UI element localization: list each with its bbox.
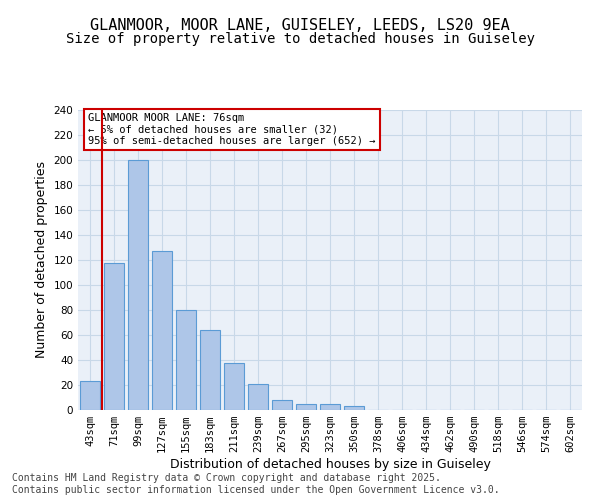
Bar [224, 362, 244, 410]
Bar [80, 381, 100, 410]
Bar [152, 251, 172, 410]
Bar [200, 330, 220, 410]
X-axis label: Distribution of detached houses by size in Guiseley: Distribution of detached houses by size … [170, 458, 490, 471]
Bar [296, 404, 316, 410]
Bar [344, 406, 364, 410]
Bar [248, 384, 268, 410]
Bar [272, 400, 292, 410]
Bar [104, 262, 124, 410]
Text: Size of property relative to detached houses in Guiseley: Size of property relative to detached ho… [65, 32, 535, 46]
Text: Contains HM Land Registry data © Crown copyright and database right 2025.
Contai: Contains HM Land Registry data © Crown c… [12, 474, 500, 495]
Text: GLANMOOR MOOR LANE: 76sqm
← 5% of detached houses are smaller (32)
95% of semi-d: GLANMOOR MOOR LANE: 76sqm ← 5% of detach… [88, 113, 376, 146]
Text: GLANMOOR, MOOR LANE, GUISELEY, LEEDS, LS20 9EA: GLANMOOR, MOOR LANE, GUISELEY, LEEDS, LS… [90, 18, 510, 32]
Bar [320, 404, 340, 410]
Bar [128, 160, 148, 410]
Bar [176, 310, 196, 410]
Y-axis label: Number of detached properties: Number of detached properties [35, 162, 48, 358]
